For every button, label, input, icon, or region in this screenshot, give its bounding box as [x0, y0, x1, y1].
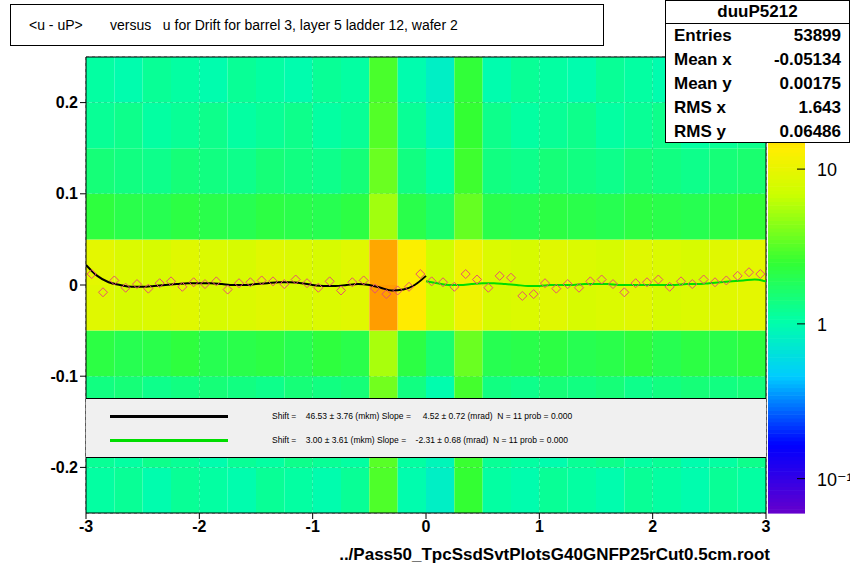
svg-text:0: 0 — [422, 518, 431, 535]
html-text:RMS x: RMS x — [674, 98, 726, 117]
svg-text:2: 2 — [648, 518, 657, 535]
svg-text:-1: -1 — [306, 518, 320, 535]
svg-text:10⁻¹: 10⁻¹ — [817, 470, 842, 490]
html-text:../Pass50_TpcSsdSvtPlotsG40GNF: ../Pass50_TpcSsdSvtPlotsG40GNFP25rCut0.5… — [339, 545, 770, 564]
svg-text:1: 1 — [535, 518, 544, 535]
svg-text:0: 0 — [69, 277, 78, 294]
svg-text:10: 10 — [817, 160, 837, 180]
svg-text:-0.1: -0.1 — [50, 368, 78, 385]
svg-text:0.2: 0.2 — [56, 94, 78, 111]
html-text:0.06486: 0.06486 — [779, 122, 841, 141]
html-text:1.643: 1.643 — [798, 98, 841, 117]
svg-text:-2: -2 — [192, 518, 206, 535]
html-text:-0.05134: -0.05134 — [773, 50, 841, 69]
svg-text:3: 3 — [762, 518, 771, 535]
html-text:53899: 53899 — [793, 26, 841, 45]
html-text:Shift = 3.00 ± 3.61 (mkm) Slop: Shift = 3.00 ± 3.61 (mkm) Slope = -2.31 … — [272, 435, 568, 445]
svg-text:0.1: 0.1 — [56, 185, 78, 202]
html-text:0.00175: 0.00175 — [779, 74, 841, 93]
html-text:Shift = 46.53 ± 3.76 (mkm) Slo: Shift = 46.53 ± 3.76 (mkm) Slope = 4.52 … — [272, 411, 573, 421]
html-text:Mean x: Mean x — [674, 50, 732, 69]
html-text:duuP5212: duuP5212 — [717, 2, 798, 21]
html-text:<u - uP> versus u for Drift fo: <u - uP> versus u for Drift for barrel 3… — [29, 17, 458, 33]
html-text:RMS y: RMS y — [674, 122, 726, 141]
html-text:Entries: Entries — [674, 26, 732, 45]
svg-text:1: 1 — [817, 315, 827, 335]
svg-text:-3: -3 — [79, 518, 93, 535]
html-text:Mean y: Mean y — [674, 74, 732, 93]
svg-text:-0.2: -0.2 — [50, 459, 78, 476]
